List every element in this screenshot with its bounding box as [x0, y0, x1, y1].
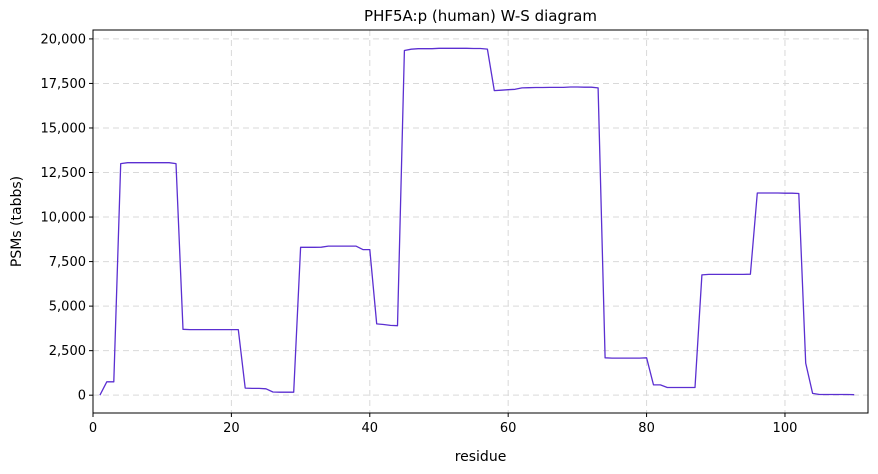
series-layer [99, 47, 855, 396]
x-axis-ticks: 0 20 40 60 80 100 [89, 413, 798, 436]
x-tick-label: 80 [638, 421, 655, 436]
y-axis-ticks: 0 2,500 5,000 7,500 10,000 12,500 15,000 17,500… [41, 32, 93, 404]
y-axis-label: PSMs (tabbs) [9, 176, 25, 267]
y-tick-label: 0 [78, 389, 86, 404]
y-tick-label: 5,000 [49, 300, 86, 315]
y-tick-label: 7,500 [49, 255, 86, 270]
x-tick-label: 60 [500, 421, 517, 436]
x-tick-label: 20 [223, 421, 240, 436]
x-tick-label: 0 [89, 421, 97, 436]
chart-title: PHF5A:p (human) W-S diagram [364, 7, 597, 25]
plot-frame [92, 29, 869, 414]
x-tick-label: 40 [362, 421, 379, 436]
x-tick-label: 100 [773, 421, 798, 436]
y-tick-label: 12,500 [41, 166, 87, 181]
y-tick-label: 20,000 [41, 32, 87, 47]
y-tick-label: 10,000 [41, 211, 87, 226]
grid [92, 30, 868, 413]
series-line [99, 47, 855, 396]
y-tick-label: 2,500 [49, 344, 86, 359]
y-tick-label: 17,500 [41, 77, 87, 92]
y-tick-label: 15,000 [41, 121, 87, 136]
x-axis-label: residue [455, 449, 507, 465]
